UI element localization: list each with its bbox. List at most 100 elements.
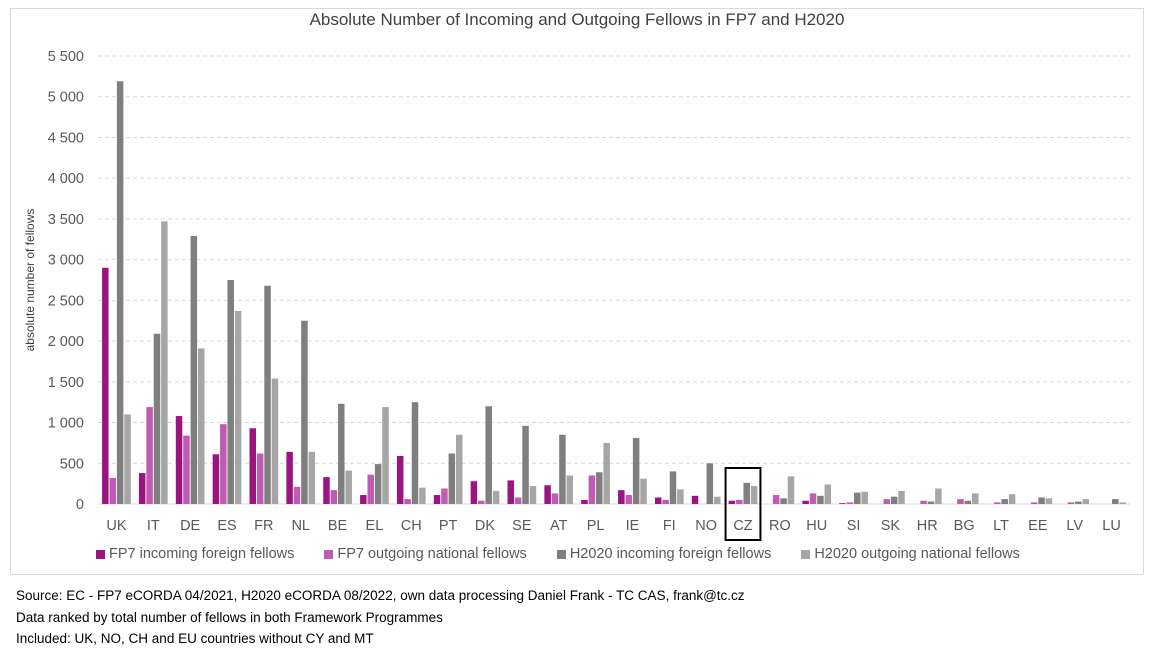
x-tick-label: FI (663, 518, 676, 534)
bar-fi-3 (677, 489, 684, 504)
bar-dk-1 (478, 500, 485, 504)
bar-pt-3 (455, 434, 463, 504)
bar-hu-2 (817, 495, 824, 504)
bar-sk-1 (883, 499, 890, 504)
bar-lu-3 (1119, 502, 1126, 504)
x-tick-label: SK (881, 518, 901, 534)
bar-pl-0 (581, 499, 588, 504)
x-tick-label: CZ (733, 518, 752, 534)
x-tick-label: UK (106, 518, 126, 534)
x-tick-label: IT (147, 518, 160, 534)
bar-ie-0 (618, 490, 625, 504)
bar-nl-3 (308, 451, 316, 504)
legend-label: H2020 incoming foreign fellows (569, 546, 772, 562)
x-tick-label: PL (587, 518, 605, 534)
bar-pt-0 (433, 495, 441, 504)
legend-item: H2020 outgoing national fellows (801, 546, 1020, 562)
bar-fi-0 (654, 497, 662, 504)
bar-at-0 (544, 485, 551, 504)
bar-ie-2 (632, 438, 640, 504)
bar-dk-3 (492, 490, 500, 504)
bar-ch-0 (396, 455, 404, 504)
y-tick-label: 5 500 (48, 49, 84, 65)
bar-ch-1 (404, 499, 411, 504)
bar-it-3 (161, 221, 168, 504)
bar-bg-1 (957, 499, 964, 504)
bar-de-0 (175, 416, 183, 504)
x-tick-label: HU (806, 518, 827, 534)
bar-el-0 (360, 495, 367, 504)
x-tick-label: CH (401, 518, 422, 534)
bar-ch-2 (411, 402, 419, 504)
bar-se-0 (507, 480, 515, 504)
bar-si-0 (839, 503, 846, 504)
bar-el-1 (367, 474, 374, 504)
y-tick-label: 3 500 (48, 212, 84, 228)
highlight-box-cz (724, 467, 762, 541)
bar-be-1 (330, 490, 338, 504)
bar-fr-3 (271, 378, 279, 504)
legend-label: FP7 incoming foreign fellows (109, 546, 295, 562)
bar-de-1 (183, 435, 190, 504)
y-tick-label: 1 500 (48, 375, 84, 391)
bar-be-0 (323, 477, 330, 504)
bar-es-1 (220, 424, 227, 504)
x-tick-label: RO (769, 518, 791, 534)
bar-hr-3 (935, 488, 942, 504)
bar-lv-1 (1067, 502, 1075, 504)
bar-uk-1 (109, 477, 116, 504)
x-tick-label: EL (366, 518, 384, 534)
bar-es-2 (227, 280, 234, 504)
chart-title: Absolute Number of Incoming and Outgoing… (309, 10, 845, 29)
bar-si-2 (854, 492, 861, 504)
bar-pl-1 (588, 475, 596, 504)
y-tick-label: 5 000 (48, 90, 84, 106)
bar-ro-2 (780, 498, 787, 504)
bar-dk-0 (470, 481, 478, 504)
bar-ro-1 (772, 495, 780, 504)
y-tick-label: 4 500 (48, 130, 84, 146)
x-tick-label: LU (1102, 518, 1121, 534)
bar-lu-2 (1112, 499, 1119, 504)
bar-uk-2 (116, 81, 124, 504)
bar-it-1 (146, 407, 153, 504)
bar-cz-3 (750, 486, 758, 504)
bar-no-3 (713, 496, 721, 504)
x-tick-label: BE (328, 518, 348, 534)
y-tick-label: 3 000 (48, 253, 84, 269)
bar-fr-1 (256, 453, 264, 504)
bar-at-2 (559, 434, 566, 504)
legend-item: H2020 incoming foreign fellows (556, 546, 772, 562)
legend-swatch (801, 549, 811, 559)
bar-pl-2 (596, 472, 603, 504)
x-tick-label: LT (993, 518, 1009, 534)
bar-uk-0 (102, 267, 109, 504)
x-tick-label: ES (217, 518, 236, 534)
x-tick-label: EE (1028, 518, 1048, 534)
ranking-note: Data ranked by total number of fellows i… (16, 610, 443, 625)
bar-lt-1 (994, 502, 1001, 504)
bar-it-2 (153, 333, 161, 504)
bar-hu-0 (802, 500, 809, 504)
bar-fi-1 (662, 499, 669, 504)
x-tick-label: DE (180, 518, 200, 534)
legend-label: FP7 outgoing national fellows (337, 546, 527, 562)
bar-no-0 (691, 495, 699, 504)
bar-no-2 (706, 463, 714, 504)
bar-sk-2 (890, 496, 898, 504)
x-tick-label: AT (550, 518, 568, 534)
x-tick-label: HR (917, 518, 938, 534)
bar-hr-1 (920, 500, 927, 504)
bar-ie-3 (640, 478, 647, 504)
bar-lt-2 (1001, 499, 1008, 504)
bar-pt-1 (441, 488, 448, 504)
bar-uk-3 (124, 414, 131, 504)
legend-swatch (556, 549, 566, 559)
inclusion-note: Included: UK, NO, CH and EU countries wi… (16, 631, 374, 646)
bar-se-3 (529, 486, 537, 504)
bar-lt-3 (1008, 494, 1016, 504)
bar-ee-1 (1030, 502, 1038, 504)
x-tick-label: PT (439, 518, 458, 534)
bar-dk-2 (485, 406, 492, 504)
